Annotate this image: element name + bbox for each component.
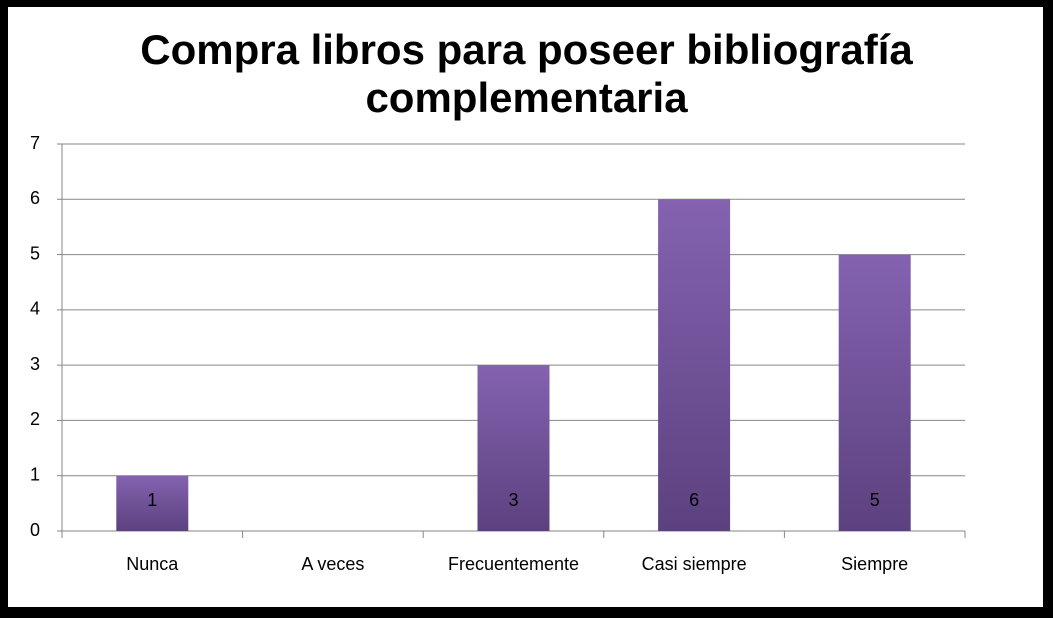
bar — [116, 475, 189, 531]
y-tick-label: 5 — [30, 243, 40, 263]
x-tick-label: A veces — [301, 554, 364, 574]
x-tick-label: Nunca — [126, 554, 179, 574]
y-tick-label: 6 — [30, 188, 40, 208]
y-tick-label: 2 — [30, 409, 40, 429]
bar — [838, 254, 911, 532]
y-tick-label: 0 — [30, 520, 40, 540]
x-tick-label: Frecuentemente — [448, 554, 579, 574]
y-tick-label: 7 — [30, 133, 40, 153]
y-tick-label: 4 — [30, 299, 40, 319]
x-tick-label: Siempre — [841, 554, 908, 574]
data-label: 1 — [147, 490, 157, 510]
data-label: 3 — [508, 490, 518, 510]
y-tick-label: 1 — [30, 464, 40, 484]
chart-title: Compra libros para poseer bibliografía c… — [140, 26, 913, 121]
data-label: 6 — [689, 490, 699, 510]
bar — [477, 365, 550, 531]
y-tick-label: 3 — [30, 354, 40, 374]
x-tick-label: Casi siempre — [642, 554, 747, 574]
data-label: 5 — [870, 490, 880, 510]
bar — [658, 199, 731, 532]
